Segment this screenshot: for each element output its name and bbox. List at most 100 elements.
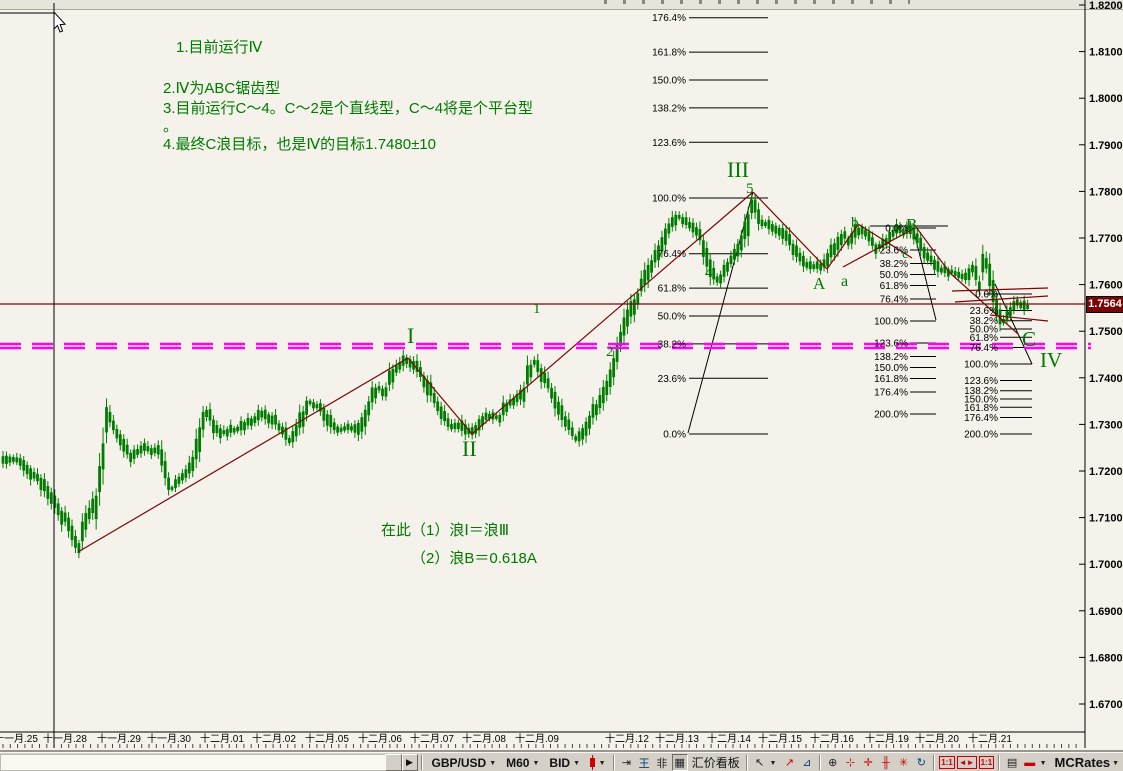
scale-horizontal-icon[interactable]: ◄► — [956, 756, 977, 769]
note-line3: 3.目前运行C～4。C～2是个直线型，C～4将是个平台型 — [163, 100, 534, 117]
price-axis-label: 1.6800 — [1089, 652, 1123, 664]
brand-menu[interactable]: MCRates — [1054, 755, 1111, 770]
chevron-down-icon[interactable]: ▼ — [1112, 760, 1120, 767]
horizontal-scrollbar-track[interactable] — [0, 754, 385, 771]
wave-label: A — [813, 274, 826, 293]
fib-level-label: 50.0% — [970, 325, 998, 336]
reload-icon[interactable]: ↻ — [916, 757, 926, 769]
time-axis-label: 十二月.20 — [915, 732, 959, 745]
chevron-down-icon[interactable]: ▼ — [769, 760, 777, 767]
fib-level-label: 0.0% — [885, 224, 908, 235]
panel-toggle-icon[interactable]: ▦ — [671, 754, 688, 771]
time-axis-label: 十二月.01 — [200, 732, 244, 745]
quote-board-button[interactable]: 汇价看板 — [691, 756, 740, 770]
note-line1: 1.目前运行Ⅳ — [176, 39, 263, 56]
top-toolbar-marks — [588, 0, 910, 4]
time-axis-label: 十一月.28 — [43, 732, 87, 745]
fib-level-label: 100.0% — [874, 317, 908, 328]
fib-level-label: 38.2% — [970, 316, 998, 327]
price-type-selector[interactable]: BID — [549, 755, 571, 770]
price-chart[interactable]: 1.8200 1.8100 1.8000 1.7900 1.7800 1.7700 1.76… — [0, 0, 1123, 752]
symbol-selector[interactable]: GBP/USD — [431, 755, 487, 770]
separator — [745, 755, 748, 770]
price-axis-label: 1.7000 — [1089, 559, 1123, 571]
price-axis-label: 1.7100 — [1089, 513, 1123, 525]
goto-end-icon[interactable]: ⇥ — [621, 757, 632, 769]
fib-level-label: 200.0% — [964, 430, 998, 441]
note-center2: （2）浪B＝0.618A — [411, 550, 537, 567]
note-line3b: 。 — [163, 118, 179, 135]
fib-level-label: 150.0% — [964, 395, 998, 406]
star-cursor-icon[interactable]: ✳ — [899, 757, 909, 769]
current-price-tag: 1.7564 — [1086, 296, 1123, 313]
fib-level-label: 161.8% — [874, 374, 908, 385]
report-icon[interactable]: ▤ — [1006, 757, 1018, 769]
note-line2: 2.Ⅳ为ABC锯齿型 — [163, 80, 281, 97]
fib-level-label: 138.2% — [964, 386, 998, 397]
scale-reset-icon[interactable]: 1:1 — [978, 756, 995, 769]
fib-level-label: 23.6% — [658, 374, 686, 385]
chevron-down-icon[interactable]: ▼ — [489, 760, 497, 767]
scroll-right-button[interactable]: ▶ — [401, 754, 418, 771]
fib-level-label: 38.2% — [880, 259, 908, 270]
fib-level-label: 76.4% — [658, 249, 686, 260]
fib-level-label: 100.0% — [652, 194, 686, 205]
fib-level-label: 123.6% — [652, 138, 686, 149]
fib-level-label: 0.0% — [663, 430, 686, 441]
wave-label: b — [851, 215, 859, 231]
time-axis-label: 十二月.05 — [305, 732, 349, 745]
separator — [420, 755, 423, 770]
fib-level-label: 61.8% — [658, 284, 686, 295]
time-axis-label: 十二月.02 — [252, 732, 296, 745]
fib-level-label: 138.2% — [652, 103, 686, 114]
horizontal-levels-icon[interactable]: 王 — [638, 757, 650, 770]
time-axis-label: 十二月.08 — [462, 732, 506, 745]
wave-label: II — [462, 436, 477, 461]
fib-level-label: 23.6% — [880, 245, 908, 256]
chevron-down-icon[interactable]: ▼ — [532, 760, 540, 767]
fib-level-label: 161.8% — [964, 403, 998, 414]
chevron-down-icon[interactable]: ▼ — [573, 760, 581, 767]
wave-label: C — [1022, 327, 1036, 351]
price-axis-label: 1.7200 — [1089, 466, 1123, 478]
fib-level-label: 76.4% — [880, 295, 908, 306]
cross-cursor-icon[interactable]: ✛ — [863, 757, 873, 769]
pointer-tool-icon[interactable]: ↗ — [784, 757, 794, 769]
wave-label: 2 — [606, 344, 614, 360]
note-line4: 4.最终C浪目标，也是Ⅳ的目标1.7480±10 — [163, 136, 436, 153]
line-tool-icon[interactable]: ▬ — [1024, 756, 1036, 769]
time-axis-label: 十二月.07 — [410, 732, 454, 745]
time-axis-label: 十二月.06 — [358, 732, 402, 745]
vertical-grid-icon[interactable]: 非 — [656, 757, 668, 770]
mouse-cursor-icon — [53, 10, 67, 33]
time-axis-label: 十一月.30 — [147, 732, 191, 745]
fib-level-label: 100.0% — [964, 360, 998, 371]
scrollbar-thumb[interactable] — [384, 754, 402, 771]
time-axis-label: 十一月.29 — [97, 732, 141, 745]
price-axis-label: 1.7900 — [1089, 140, 1123, 152]
zoom-in-icon[interactable]: ⊕ — [828, 757, 838, 769]
wave-label: c — [902, 247, 908, 262]
separator — [998, 755, 1001, 770]
price-axis-label: 1.7500 — [1089, 326, 1123, 338]
grid-cursor-icon[interactable]: ╫ — [881, 756, 890, 769]
time-axis-label: 十二月.14 — [707, 732, 751, 745]
fib-level-label: 23.6% — [970, 306, 998, 317]
time-axis-label: 十二月.12 — [605, 732, 649, 745]
wave-label: 1 — [533, 301, 541, 317]
fib-level-label: 176.4% — [964, 413, 998, 424]
timeframe-selector[interactable]: M60 — [506, 755, 530, 770]
cursor-tool-icon[interactable]: ↖ — [755, 757, 765, 769]
select-region-icon[interactable]: ⊿ — [802, 757, 812, 769]
price-axis-label: 1.6900 — [1089, 606, 1123, 618]
fib-level-label: 61.8% — [880, 281, 908, 292]
chevron-down-icon[interactable]: ▼ — [598, 760, 606, 767]
chart-style-candle-icon[interactable] — [590, 755, 595, 770]
time-axis-label: 十二月.15 — [758, 732, 802, 745]
wave-label: 4 — [705, 265, 713, 281]
scale-one-to-one-icon[interactable]: 1:1 — [939, 756, 955, 769]
chevron-down-icon[interactable]: ▼ — [1039, 760, 1047, 767]
price-axis-label: 1.8200 — [1089, 0, 1123, 12]
crosshair-tool-icon[interactable]: ⊹ — [845, 757, 856, 769]
